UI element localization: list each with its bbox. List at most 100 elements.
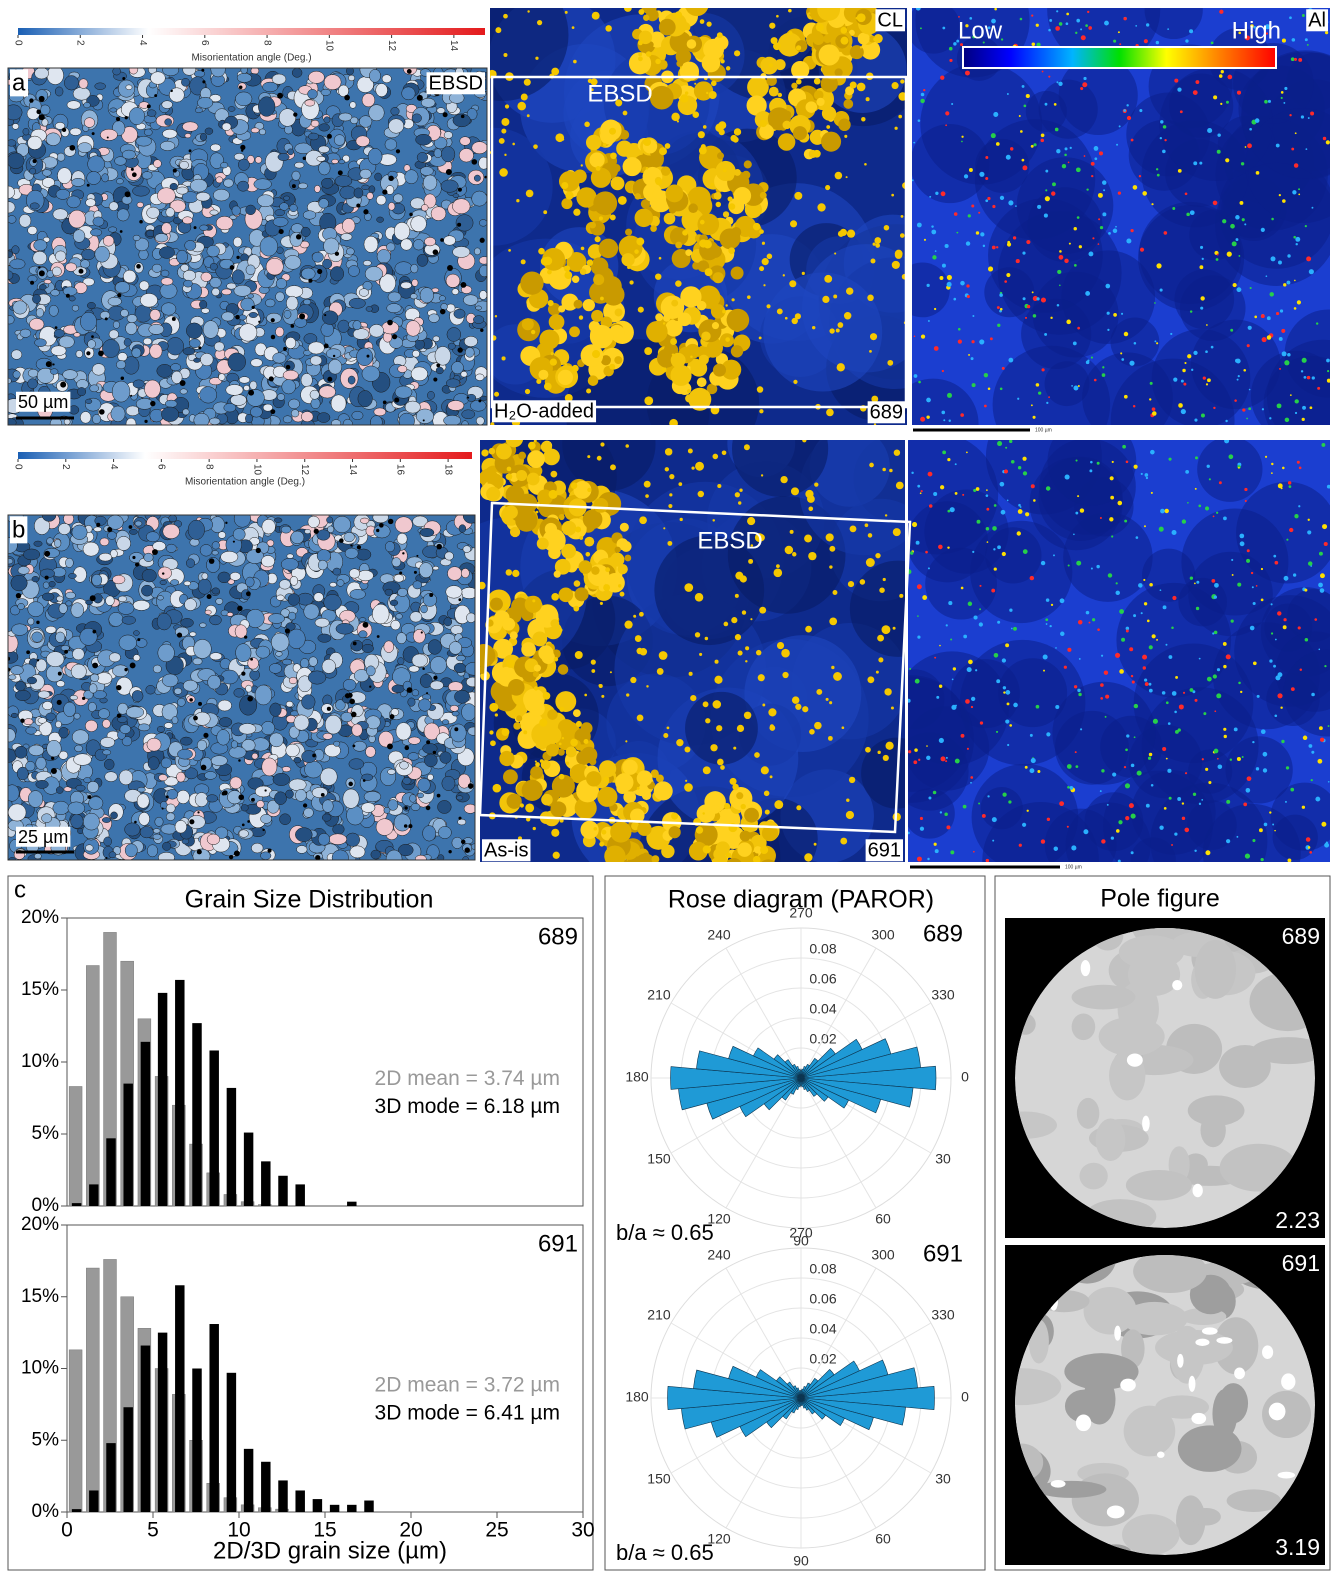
- cl-dot: [817, 203, 825, 211]
- cl-dot: [537, 20, 542, 25]
- grain: [284, 196, 290, 200]
- al-speck: [1302, 406, 1306, 410]
- pore: [457, 223, 461, 227]
- grain: [226, 385, 243, 396]
- grain: [214, 342, 224, 351]
- pore: [36, 621, 39, 624]
- al-speck: [1000, 196, 1004, 200]
- grain: [343, 679, 356, 691]
- grain: [161, 270, 169, 277]
- grain: [98, 709, 109, 719]
- grain: [303, 299, 310, 305]
- al-speck: [1157, 174, 1160, 177]
- grain: [56, 681, 64, 687]
- pore: [440, 309, 446, 315]
- cl-dot: [700, 220, 705, 225]
- grain: [189, 339, 200, 348]
- grain: [212, 588, 220, 594]
- grain: [32, 294, 40, 303]
- cl-dot: [850, 82, 857, 89]
- grain: [90, 385, 99, 392]
- al-speck: [1100, 226, 1103, 229]
- al-speck: [1237, 91, 1241, 95]
- cl-dot: [901, 215, 904, 218]
- al-speck: [1048, 396, 1050, 398]
- al-speck: [1200, 296, 1204, 300]
- grain: [237, 181, 248, 191]
- grain: [133, 380, 144, 388]
- al-speck: [1245, 146, 1247, 148]
- grain: [50, 369, 58, 375]
- pore: [144, 420, 147, 423]
- grain: [372, 604, 389, 624]
- grain: [204, 771, 216, 779]
- grain: [312, 252, 323, 262]
- pore: [303, 157, 306, 160]
- grain: [183, 680, 197, 691]
- grain: [224, 403, 236, 412]
- al-speck: [1144, 39, 1148, 43]
- al-speck: [993, 112, 998, 117]
- grain: [362, 93, 375, 107]
- cl-dot: [495, 27, 501, 33]
- grain: [239, 315, 247, 320]
- al-speck: [984, 373, 988, 377]
- pore: [130, 663, 136, 669]
- pore: [194, 226, 197, 229]
- al-speck: [1279, 368, 1281, 370]
- al-speck: [1307, 376, 1311, 380]
- grain: [184, 581, 191, 586]
- grain: [184, 599, 196, 611]
- cl-dot: [900, 79, 904, 83]
- cl-blob: [558, 305, 565, 312]
- grain: [278, 153, 289, 160]
- al-speck: [1007, 93, 1009, 95]
- al-speck: [972, 383, 976, 387]
- al-speck: [1216, 258, 1219, 261]
- grain: [412, 654, 428, 667]
- grain: [326, 517, 332, 523]
- pore: [107, 136, 109, 138]
- al-speck: [1008, 358, 1013, 363]
- pore: [90, 595, 96, 601]
- grain: [111, 406, 125, 422]
- al-speck: [1024, 105, 1027, 108]
- grain: [176, 772, 185, 782]
- al-speck: [976, 231, 979, 234]
- al-speck: [1225, 420, 1227, 422]
- al-speck: [1185, 192, 1188, 195]
- pore: [132, 556, 135, 559]
- cl-dot: [517, 102, 526, 111]
- cl-blob: [793, 126, 807, 140]
- pore: [433, 676, 437, 680]
- grain: [180, 389, 187, 394]
- grain: [51, 346, 66, 356]
- grain: [257, 195, 273, 207]
- pore: [321, 793, 325, 797]
- grain: [262, 519, 276, 534]
- grain: [417, 793, 423, 798]
- grain: [100, 129, 117, 140]
- grain: [116, 178, 123, 183]
- grain: [447, 567, 461, 581]
- al-speck: [1294, 307, 1297, 310]
- pore: [436, 544, 442, 550]
- grain: [401, 282, 412, 289]
- grain: [46, 652, 64, 667]
- pore: [414, 571, 417, 574]
- al-speck: [1152, 407, 1156, 411]
- grain: [181, 78, 189, 86]
- grain: [332, 850, 348, 866]
- pore: [271, 335, 275, 339]
- cl-blob: [537, 538, 549, 550]
- cl-dot: [655, 178, 662, 185]
- cl-dot: [716, 202, 721, 207]
- grain: [286, 744, 300, 757]
- grain: [332, 159, 339, 163]
- grain: [397, 533, 407, 544]
- grain: [439, 296, 445, 301]
- cl-blob: [559, 588, 574, 603]
- grain: [474, 175, 480, 181]
- cl-dot: [659, 257, 662, 260]
- al-speck: [926, 415, 929, 418]
